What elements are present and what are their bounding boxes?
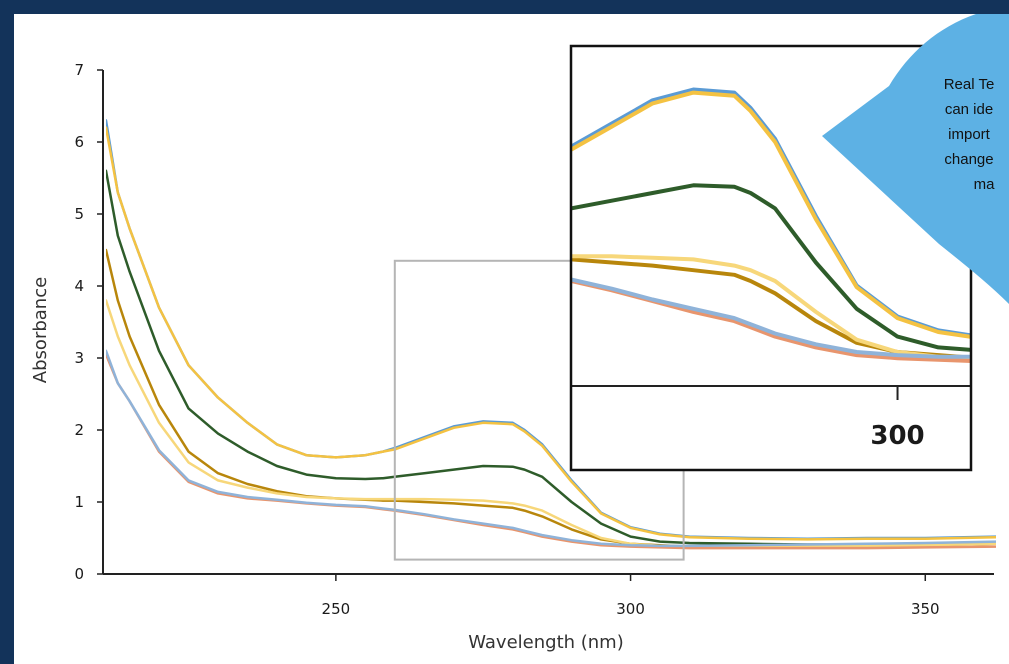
callout-line-3: import [948,126,991,143]
axes: 0 1 2 3 4 5 6 7 250 300 350 [74,61,994,618]
inset-series-line-5 [571,254,971,360]
series-line-3 [106,169,996,546]
y-tick-label: 0 [74,565,84,583]
y-tick-label: 5 [74,205,84,223]
callout-bubble: Real Te can ide import change ma [822,14,1009,304]
y-tick-label: 4 [74,277,84,295]
x-tick-label: 300 [616,600,645,618]
inset-x-tick-label: 300 [870,421,924,451]
y-tick-label: 6 [74,133,84,151]
y-axis-title: Absorbance [30,277,51,383]
inset-series-line-7 [571,277,971,359]
x-tick-label: 250 [322,600,351,618]
series-group [106,119,996,550]
callout-line-1: Real Te [944,76,995,93]
absorbance-chart: 0 1 2 3 4 5 6 7 250 300 350 Absorbance Wavelength… [30,14,1009,653]
series-line-2 [106,126,996,541]
inset-series-line-2 [571,90,971,339]
series-line-7 [106,349,996,548]
callout-line-5: ma [974,176,995,193]
callout-line-2: can ide [945,101,993,118]
y-tick-label: 1 [74,493,84,511]
inset-series-group [571,87,971,363]
y-tick-label: 7 [74,61,84,79]
callout-line-4: change [944,151,993,168]
inset-series-line-3 [571,183,971,352]
y-tick-label: 2 [74,421,84,439]
x-axis-title: Wavelength (nm) [468,632,624,653]
x-tick-label: 350 [911,600,940,618]
callout-shape [822,14,1009,304]
chart-panel: 0 1 2 3 4 5 6 7 250 300 350 Absorbance Wavelength… [14,14,1009,664]
y-tick-label: 3 [74,349,84,367]
